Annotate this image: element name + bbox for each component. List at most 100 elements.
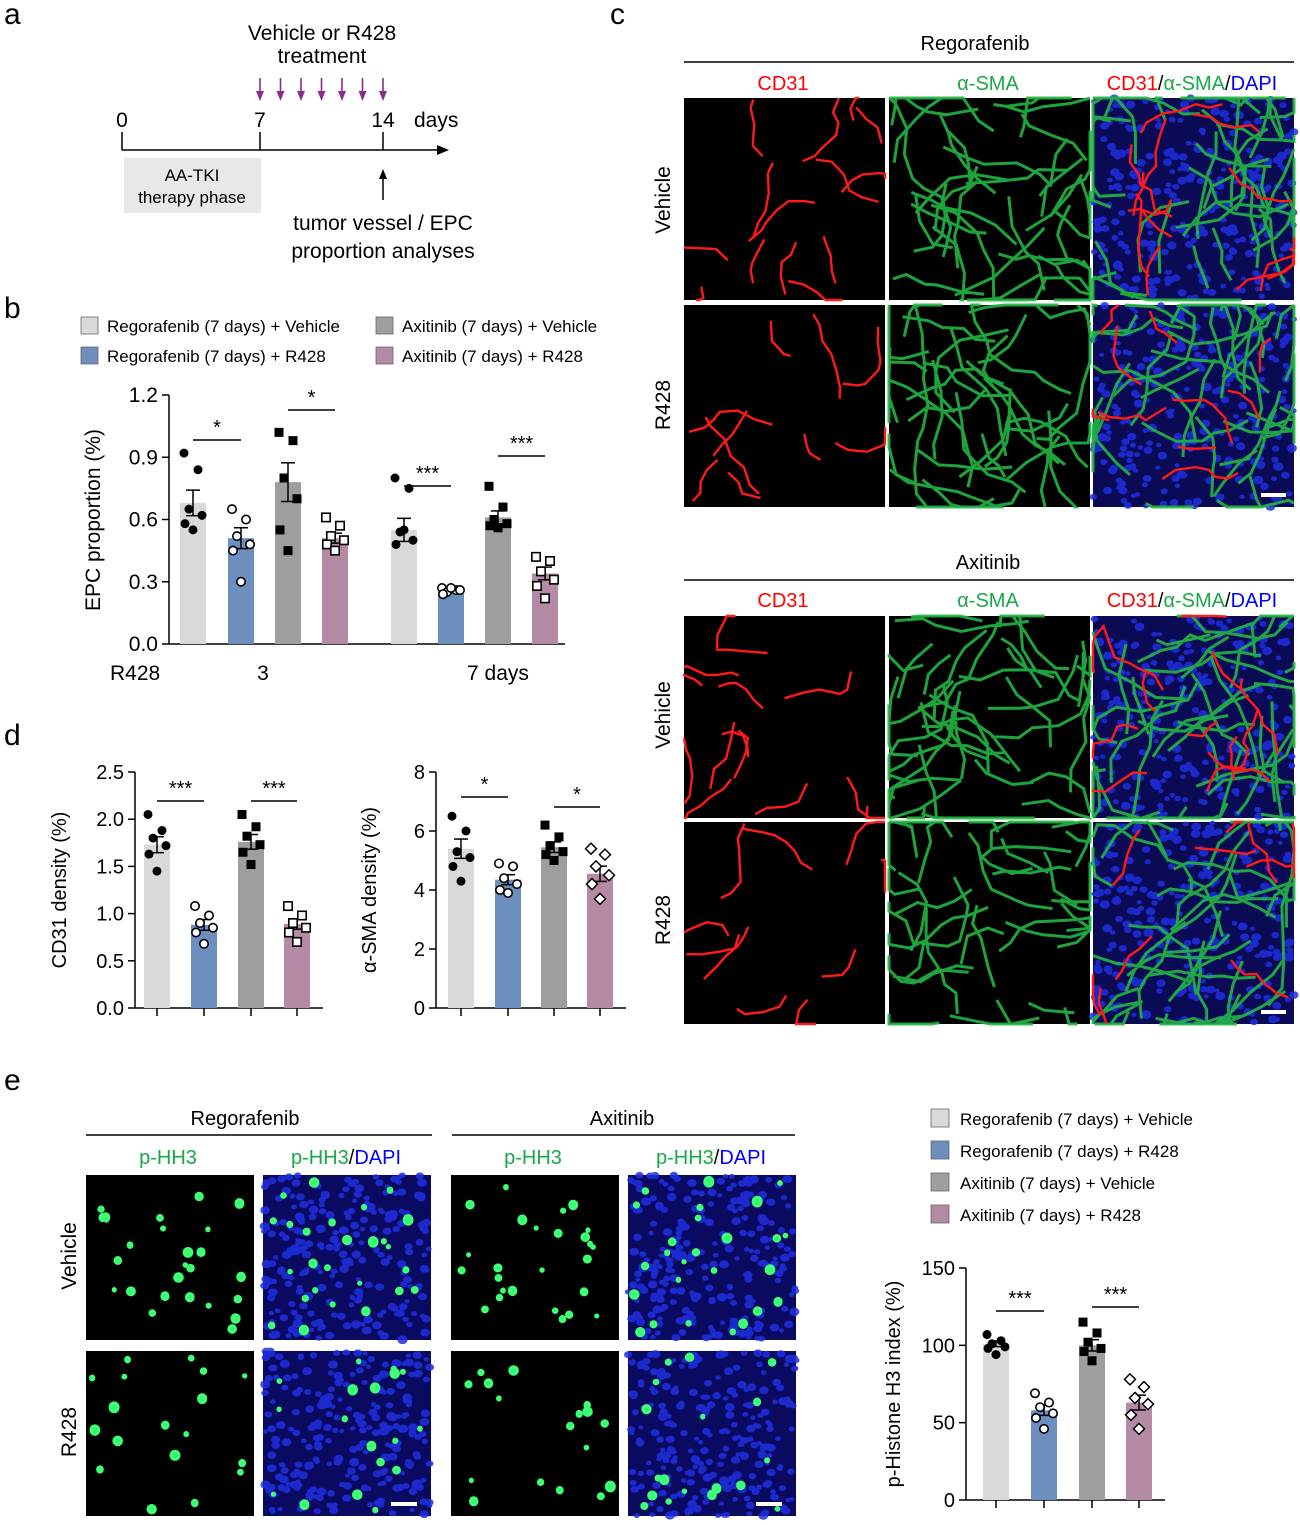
bar bbox=[228, 538, 254, 644]
data-point bbox=[245, 539, 256, 550]
data-point bbox=[238, 847, 248, 857]
micrograph-tile bbox=[684, 305, 887, 507]
data-point bbox=[539, 593, 550, 604]
data-point bbox=[283, 927, 294, 938]
micrograph-tile bbox=[451, 1175, 619, 1340]
sma-signal bbox=[1091, 303, 1296, 509]
timeline-header-line2: treatment bbox=[278, 45, 367, 68]
e-row-vehicle: Vehicle bbox=[58, 1222, 81, 1290]
data-point bbox=[1132, 1422, 1146, 1436]
data-point bbox=[1000, 1342, 1010, 1352]
data-point bbox=[300, 922, 311, 933]
timeline-panel: Vehicle or R428 treatment 0 7 14 days AA… bbox=[116, 22, 474, 263]
timeline-label-0: 0 bbox=[116, 109, 128, 132]
data-point bbox=[391, 539, 401, 549]
significance-label: *** bbox=[169, 778, 193, 800]
timeline-label-14: 14 bbox=[371, 109, 395, 132]
bar bbox=[485, 517, 511, 644]
micrograph-tile bbox=[259, 1172, 432, 1345]
treatment-arrowhead bbox=[317, 91, 326, 101]
data-point bbox=[448, 861, 458, 871]
analysis-line2: proportion analyses bbox=[291, 240, 474, 263]
data-point bbox=[1092, 1328, 1102, 1338]
y-tick-label: 2.5 bbox=[96, 762, 124, 784]
data-point bbox=[1031, 1413, 1042, 1424]
data-point bbox=[404, 483, 414, 493]
cd31-signal bbox=[1091, 304, 1272, 480]
data-point bbox=[190, 901, 201, 912]
stained-cells bbox=[629, 1175, 789, 1338]
treatment-arrowhead bbox=[338, 91, 346, 101]
y-tick-label: 0.0 bbox=[129, 633, 158, 656]
data-point bbox=[584, 842, 598, 856]
data-point bbox=[292, 494, 302, 504]
data-point bbox=[408, 535, 418, 545]
data-point bbox=[152, 866, 162, 876]
data-point bbox=[502, 519, 512, 529]
data-point bbox=[445, 582, 456, 593]
data-point bbox=[585, 877, 599, 891]
y-tick-label: 8 bbox=[414, 762, 425, 784]
micrograph-tile bbox=[1089, 301, 1297, 511]
cd31-signal bbox=[1091, 614, 1279, 793]
data-point bbox=[541, 850, 551, 860]
data-point bbox=[1083, 1337, 1093, 1347]
panel-letter-c: c bbox=[610, 0, 625, 31]
stained-cells bbox=[464, 1365, 616, 1507]
data-point bbox=[275, 525, 285, 535]
data-point bbox=[242, 831, 252, 841]
data-point bbox=[484, 481, 494, 491]
data-point bbox=[157, 826, 167, 836]
bar bbox=[238, 841, 264, 1008]
bar bbox=[275, 482, 301, 644]
analysis-line1: tumor vessel / EPC bbox=[293, 212, 473, 235]
y-tick-label: 0 bbox=[414, 998, 425, 1020]
micrograph-tile bbox=[683, 96, 887, 302]
nuclei bbox=[1090, 94, 1299, 301]
data-point bbox=[283, 546, 293, 556]
data-point bbox=[246, 860, 256, 870]
cd31-signal bbox=[683, 820, 887, 1026]
data-point bbox=[180, 519, 190, 529]
c-col-cd31-2: CD31 bbox=[757, 590, 808, 612]
e-col-merge-2: p-HH3/DAPI bbox=[656, 1147, 766, 1169]
data-point bbox=[489, 515, 499, 524]
stained-cells bbox=[640, 1352, 781, 1512]
significance-label: *** bbox=[1104, 1284, 1128, 1306]
legend-b-swatch-axi-vehicle bbox=[375, 316, 394, 335]
analysis-arrowhead bbox=[379, 169, 387, 179]
y-tick-label: 2 bbox=[414, 939, 425, 961]
data-point bbox=[329, 545, 340, 556]
data-point bbox=[143, 809, 153, 819]
c-col-merge-2: CD31/α-SMA/DAPI bbox=[1107, 590, 1278, 612]
significance-label: *** bbox=[1008, 1288, 1032, 1310]
c-group-axitinib: Axitinib bbox=[956, 552, 1020, 574]
legend-b-axi-vehicle: Axitinib (7 days) + Vehicle bbox=[402, 317, 597, 336]
bar bbox=[1031, 1410, 1057, 1500]
legend-e-reg-vehicle: Regorafenib (7 days) + Vehicle bbox=[960, 1110, 1193, 1129]
data-point bbox=[255, 840, 265, 850]
data-point bbox=[485, 521, 495, 531]
data-point bbox=[1048, 1408, 1059, 1419]
micrograph-tile bbox=[1090, 94, 1299, 302]
timeline-unit: days bbox=[414, 109, 458, 132]
data-point bbox=[1087, 1356, 1097, 1366]
timeline-arrowhead bbox=[437, 145, 449, 155]
data-point bbox=[602, 868, 616, 882]
sma-signal bbox=[1091, 614, 1296, 820]
data-point bbox=[228, 545, 239, 556]
y-tick-label: 0 bbox=[944, 1490, 955, 1512]
legend-b-swatch-reg-r428 bbox=[80, 346, 99, 365]
y-tick-label: 0.6 bbox=[129, 509, 158, 532]
data-point bbox=[502, 887, 513, 898]
timeline-label-7: 7 bbox=[254, 109, 266, 132]
data-point bbox=[494, 884, 505, 895]
significance-label: * bbox=[213, 417, 221, 439]
data-point bbox=[991, 1350, 1001, 1360]
bar bbox=[322, 538, 348, 644]
cd31-density-chart: 0.0 0.5 1.0 1.5 2.0 2.5 CD31 density (%) *** *** bbox=[49, 762, 323, 1020]
micrograph-tile bbox=[451, 1351, 619, 1516]
data-point bbox=[274, 427, 284, 437]
panel-e-images: Regorafenib Axitinib p-HH3 p-HH3/DAPI p-… bbox=[58, 1108, 800, 1520]
